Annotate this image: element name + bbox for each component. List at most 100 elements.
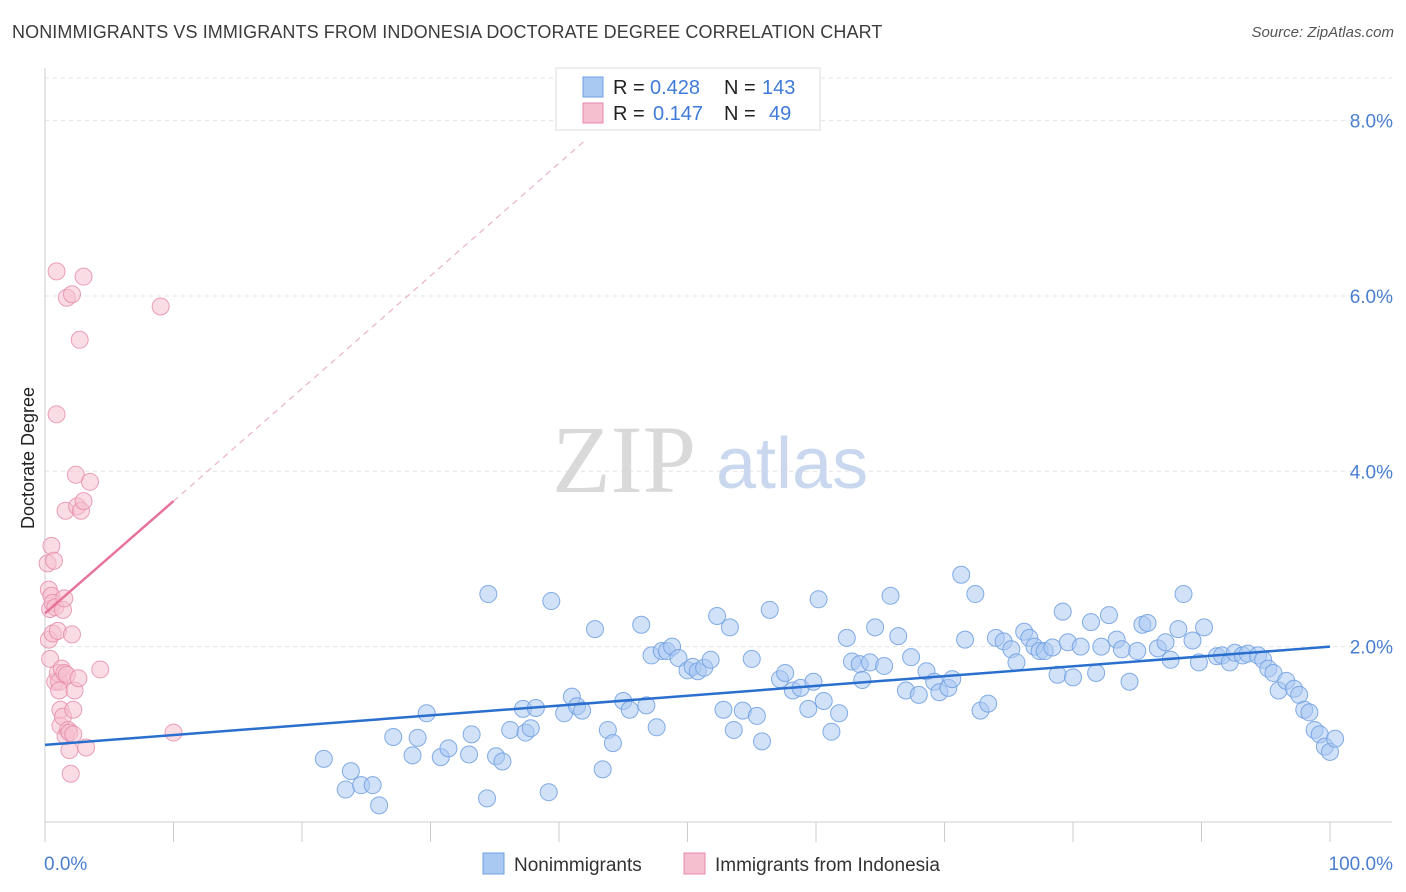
data-point-nonimmigrants [742, 649, 761, 668]
data-point-immigrants [74, 492, 93, 511]
data-point-immigrants [64, 700, 83, 719]
x-tick-labels: 0.0% 100.0% [44, 854, 1393, 875]
data-point-nonimmigrants [724, 720, 743, 739]
data-point-nonimmigrants [814, 692, 833, 711]
data-point-nonimmigrants [1099, 606, 1118, 625]
data-point-nonimmigrants [701, 650, 720, 669]
data-point-nonimmigrants [439, 739, 458, 758]
data-point-immigrants [42, 536, 61, 555]
stats-legend-r-value: 0.428 [650, 77, 700, 99]
x-tick-label: 0.0% [44, 854, 87, 875]
data-point-nonimmigrants [620, 700, 639, 719]
data-point-nonimmigrants [493, 752, 512, 771]
data-point-nonimmigrants [809, 590, 828, 609]
data-point-nonimmigrants [1064, 668, 1082, 687]
data-point-nonimmigrants [403, 746, 422, 765]
data-point-nonimmigrants [853, 670, 872, 689]
data-point-nonimmigrants [1092, 637, 1111, 656]
data-point-nonimmigrants [501, 720, 520, 739]
stats-legend-r-value: 0.147 [653, 103, 703, 125]
data-point-nonimmigrants [573, 701, 592, 720]
data-point-nonimmigrants [1112, 640, 1131, 659]
data-point-nonimmigrants [370, 796, 389, 815]
grid-lines [45, 77, 1392, 648]
data-point-nonimmigrants [1264, 663, 1283, 682]
data-point-immigrants [62, 285, 81, 304]
legend-label-immigrants-from-indonesia: Immigrants from Indonesia [715, 855, 940, 876]
data-point-immigrants [62, 625, 81, 644]
data-point-nonimmigrants [479, 585, 498, 604]
watermark-zip: ZIP [552, 406, 696, 513]
data-point-immigrants [80, 472, 99, 491]
data-point-nonimmigrants [889, 627, 908, 646]
data-point-nonimmigrants [417, 704, 436, 723]
y-tick-label: 2.0% [1350, 638, 1393, 659]
data-point-nonimmigrants [669, 649, 688, 668]
trend-line-nonimmigrants [44, 645, 1331, 747]
data-point-nonimmigrants [979, 694, 998, 713]
data-point-immigrants [151, 297, 170, 316]
data-point-nonimmigrants [753, 732, 772, 751]
data-point-nonimmigrants [603, 734, 622, 753]
data-point-nonimmigrants [837, 628, 856, 647]
data-point-nonimmigrants [585, 620, 604, 639]
data-point-immigrants [91, 660, 110, 679]
y-tick-labels: 2.0% 4.0% 6.0% 8.0% [1350, 112, 1393, 659]
stats-legend-n-label: N = [724, 103, 756, 125]
stats-legend: R = 0.428 N = 143 R = 0.147 N = 49 [555, 67, 821, 131]
data-point-immigrants [64, 725, 83, 744]
y-tick-label: 4.0% [1350, 462, 1393, 483]
y-tick-label: 8.0% [1350, 112, 1393, 133]
stats-legend-r-label: R = [613, 103, 645, 125]
data-point-immigrants [44, 551, 63, 570]
stats-legend-swatch-immigrants [582, 102, 604, 124]
legend-label-nonimmigrants: Nonimmigrants [514, 855, 642, 876]
data-point-nonimmigrants [966, 585, 985, 604]
data-point-nonimmigrants [336, 780, 355, 799]
trend-lines-front [44, 500, 1331, 747]
data-point-nonimmigrants [1081, 613, 1100, 632]
data-point-nonimmigrants [760, 600, 779, 619]
data-point-nonimmigrants [1156, 633, 1175, 652]
y-tick-label: 6.0% [1350, 287, 1393, 308]
legend-swatch-nonimmigrants [482, 852, 505, 875]
data-point-nonimmigrants [363, 776, 382, 795]
data-point-nonimmigrants [647, 718, 666, 737]
stats-legend-n-label: N = [724, 77, 756, 99]
data-point-immigrants [47, 262, 66, 281]
data-point-nonimmigrants [1183, 631, 1202, 650]
data-point-nonimmigrants [747, 706, 766, 725]
data-point-nonimmigrants [1087, 663, 1106, 682]
data-point-nonimmigrants [830, 704, 849, 723]
data-point-nonimmigrants [943, 670, 962, 689]
data-point-nonimmigrants [1195, 618, 1214, 637]
y-axis-label: Doctorate Degree [18, 387, 38, 529]
data-point-nonimmigrants [866, 618, 885, 637]
data-point-nonimmigrants [462, 725, 481, 744]
source-label: Source: ZipAtlas.com [1251, 24, 1394, 41]
data-point-nonimmigrants [1120, 672, 1139, 691]
data-point-nonimmigrants [408, 728, 427, 747]
stats-legend-n-value: 143 [762, 77, 795, 99]
data-point-nonimmigrants [952, 565, 971, 584]
data-point-nonimmigrants [1053, 602, 1072, 621]
data-point-nonimmigrants [1300, 703, 1319, 722]
data-point-nonimmigrants [1138, 613, 1157, 632]
trend-line-immigrants [44, 500, 175, 615]
data-point-nonimmigrants [956, 630, 975, 649]
data-point-nonimmigrants [478, 789, 497, 808]
legend-swatch-immigrants-from-indonesia [683, 852, 706, 875]
data-point-nonimmigrants [521, 719, 540, 738]
data-point-nonimmigrants [542, 592, 561, 611]
data-point-nonimmigrants [384, 727, 403, 746]
data-point-nonimmigrants [460, 745, 479, 764]
data-point-nonimmigrants [1007, 653, 1026, 672]
series-nonimmigrants [314, 565, 1345, 815]
data-point-nonimmigrants [341, 762, 360, 781]
data-point-nonimmigrants [539, 783, 558, 802]
data-point-immigrants [69, 669, 88, 688]
x-tick-label: 100.0% [1329, 854, 1394, 875]
stats-legend-n-value: 49 [769, 103, 791, 125]
axes [44, 68, 1392, 842]
